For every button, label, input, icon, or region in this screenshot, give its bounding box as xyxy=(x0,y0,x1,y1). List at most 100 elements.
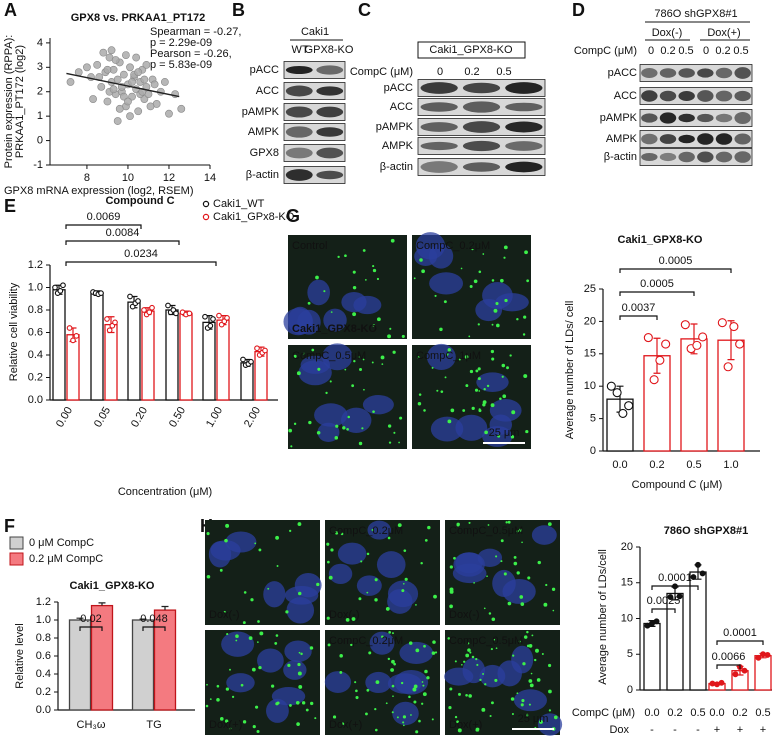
row-label: β-actin xyxy=(380,161,413,173)
blot-band xyxy=(734,151,751,163)
lipid-droplet xyxy=(339,671,343,674)
nucleus xyxy=(489,414,513,435)
nucleus xyxy=(362,395,394,415)
y-tick-label: 10 xyxy=(621,612,633,624)
lane-label: 0.5 xyxy=(678,45,693,57)
nucleus xyxy=(428,243,454,269)
lipid-droplet xyxy=(487,524,490,526)
x-tick-label: 2.00 xyxy=(242,405,263,430)
lipid-droplet xyxy=(363,388,365,391)
micrograph-label: CompC_0.5μM xyxy=(292,350,366,362)
error-bar xyxy=(161,605,169,611)
point xyxy=(134,68,143,77)
annotation: Pearson = -0.26, xyxy=(150,48,232,60)
lipid-droplet xyxy=(346,427,349,431)
data-point xyxy=(695,561,701,568)
nucleus xyxy=(455,414,488,441)
lipid-droplet xyxy=(427,525,431,530)
nucleus xyxy=(284,585,319,605)
lipid-droplet xyxy=(412,687,417,692)
nucleus xyxy=(399,641,434,664)
y-tick-label: 1 xyxy=(37,110,43,122)
data-point xyxy=(240,356,246,363)
lipid-droplet xyxy=(421,681,424,683)
y-tick-label: 4 xyxy=(37,37,43,49)
lipid-droplet xyxy=(387,536,391,540)
lipid-droplet xyxy=(216,698,220,702)
significance-bracket xyxy=(65,261,217,266)
lipid-droplet xyxy=(231,695,235,699)
lipid-droplet xyxy=(271,684,275,688)
data-point xyxy=(52,284,58,291)
data-point xyxy=(690,574,697,580)
data-point xyxy=(612,388,622,398)
chart-title: Caki1_GPX8-KO xyxy=(70,580,155,592)
data-point xyxy=(718,679,725,686)
micrograph xyxy=(445,520,560,625)
p-value: 0.0234 xyxy=(124,248,158,260)
lipid-droplet xyxy=(473,581,475,584)
micrograph-label: Dox(+) xyxy=(449,719,482,731)
significance-bracket xyxy=(79,626,103,631)
bar xyxy=(179,312,193,401)
point xyxy=(99,48,108,57)
blot-band xyxy=(505,82,543,94)
lipid-droplet xyxy=(478,408,481,411)
micrograph-label: Dox(-) xyxy=(329,609,360,621)
row-label: AMPK xyxy=(248,126,280,138)
y-tick-label: 15 xyxy=(621,577,633,589)
lipid-droplet xyxy=(297,662,301,667)
lipid-droplet xyxy=(422,692,427,697)
micrograph-label: CompC_0.5μM xyxy=(449,525,523,537)
x-group-label: - xyxy=(650,724,654,736)
lipid-droplet xyxy=(443,300,447,304)
lipid-droplet xyxy=(285,610,289,614)
data-point xyxy=(98,290,104,296)
point xyxy=(115,104,124,113)
lipid-droplet xyxy=(482,673,485,675)
chart-title: 786O shGPX8#1 xyxy=(664,525,748,537)
lipid-droplet xyxy=(376,317,381,322)
lipid-droplet xyxy=(477,323,480,326)
blot-band xyxy=(316,65,344,75)
lipid-droplet xyxy=(417,356,420,359)
legend-label: Caki1_GPx8-KO xyxy=(213,211,295,223)
lipid-droplet xyxy=(496,323,500,328)
significance-bracket xyxy=(619,291,695,296)
y-tick-label: 0 xyxy=(627,684,633,696)
lipid-droplet xyxy=(469,651,472,654)
lipid-droplet xyxy=(500,560,503,563)
bar xyxy=(131,619,155,711)
lipid-droplet xyxy=(392,695,394,698)
lipid-droplet xyxy=(531,634,534,637)
lipid-droplet xyxy=(467,642,470,645)
p-value: 0.0001 xyxy=(723,627,757,639)
blot-band xyxy=(678,68,695,78)
y-tick-label: 0 xyxy=(590,445,596,457)
lipid-droplet xyxy=(521,541,523,544)
lipid-droplet xyxy=(520,703,524,707)
x-tick-label: 0.00 xyxy=(54,405,75,430)
blot-band xyxy=(285,126,313,138)
lipid-droplet xyxy=(235,634,239,638)
lipid-droplet xyxy=(415,604,417,606)
lipid-droplet xyxy=(257,620,260,623)
lipid-droplet xyxy=(490,648,493,651)
lipid-droplet xyxy=(482,253,485,255)
lipid-droplet xyxy=(494,678,498,682)
annotation: p = 5.83e-09 xyxy=(150,59,212,71)
lipid-droplet xyxy=(255,705,259,709)
micrograph-label: CompC_0.5μM xyxy=(449,635,523,647)
lipid-droplet xyxy=(392,350,396,354)
lipid-droplet xyxy=(297,522,302,526)
row-label: pAMPK xyxy=(600,112,638,124)
lipid-droplet xyxy=(483,607,486,610)
bar xyxy=(68,619,92,711)
lipid-droplet xyxy=(259,631,264,636)
y-tick-label: 0.2 xyxy=(28,371,43,383)
data-point xyxy=(127,293,133,300)
bar xyxy=(141,310,155,401)
blot-band xyxy=(659,152,677,162)
lipid-droplet xyxy=(491,617,496,622)
data-point xyxy=(165,302,171,309)
